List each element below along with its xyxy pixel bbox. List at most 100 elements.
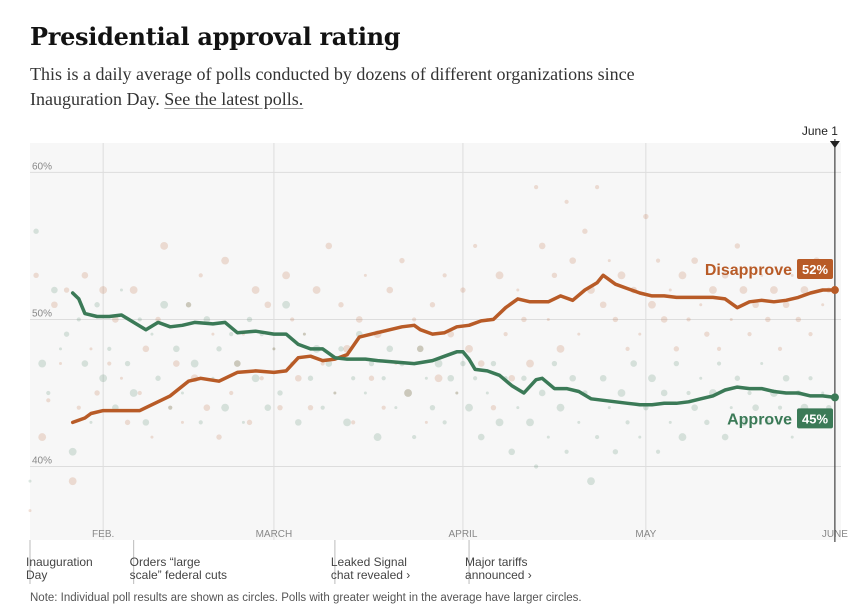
poll-dot [607, 406, 611, 410]
poll-dot [142, 345, 150, 353]
poll-dot [295, 374, 302, 382]
poll-dot [81, 360, 89, 367]
annotation-text: Day [26, 568, 47, 582]
poll-dot [119, 376, 123, 380]
approve-value-label: 45% [802, 411, 828, 426]
poll-dot [363, 273, 367, 277]
poll-dot [648, 300, 656, 309]
poll-dot [716, 346, 722, 351]
poll-dot [782, 374, 790, 382]
average-lines [70, 273, 837, 425]
poll-dot [655, 449, 661, 454]
poll-dot [295, 419, 302, 426]
poll-dot [112, 316, 119, 323]
poll-dot [660, 389, 668, 397]
poll-dot [534, 185, 539, 190]
poll-dot [538, 242, 546, 250]
poll-dot [569, 257, 576, 264]
poll-dot [429, 404, 436, 411]
poll-dot [617, 389, 626, 397]
poll-dot [264, 301, 272, 309]
poll-dot [221, 403, 230, 412]
poll-dot [51, 301, 58, 309]
poll-dot [485, 391, 489, 395]
poll-dot [546, 435, 550, 439]
poll-dot [477, 360, 485, 367]
poll-dot [795, 316, 802, 323]
poll-dot [704, 419, 710, 426]
poll-dot [617, 271, 626, 280]
approve-end-dot [830, 393, 839, 402]
series-end-labels: 52% Disapprove 45% Approve [705, 259, 839, 429]
approval-chart: 40%50%60% FEB. MARCH APRIL MAY JUNE June 1 5… [26, 124, 848, 584]
chart-title: Presidential approval rating [30, 22, 401, 51]
y-tick-label: 50% [32, 308, 52, 319]
poll-dot [594, 185, 600, 190]
poll-dot [821, 391, 825, 395]
poll-dot [495, 418, 504, 427]
poll-dot [770, 286, 778, 294]
poll-dot [564, 199, 569, 204]
poll-dot [198, 420, 203, 425]
poll-dot [599, 301, 607, 309]
poll-dot [320, 405, 325, 410]
poll-dot [246, 316, 253, 323]
poll-dot [142, 419, 150, 426]
poll-dot [216, 434, 222, 440]
poll-dot [241, 420, 245, 424]
poll-dot [577, 420, 581, 424]
poll-dot [168, 405, 173, 410]
annotation-text: scale” federal cuts [130, 568, 227, 582]
poll-dot [312, 286, 321, 294]
poll-dot [625, 420, 630, 425]
poll-dot [221, 256, 230, 265]
poll-dot [190, 359, 199, 368]
poll-dot [333, 391, 337, 395]
poll-dot [394, 406, 398, 410]
poll-dot [94, 302, 100, 308]
poll-dot [203, 316, 211, 323]
poll-dot [790, 273, 794, 277]
poll-dot [582, 228, 588, 234]
current-date-label: June 1 [802, 124, 838, 138]
poll-dot [160, 242, 169, 250]
latest-polls-link[interactable]: See the latest polls. [164, 89, 304, 109]
poll-dot [760, 362, 764, 366]
poll-dot [686, 317, 691, 322]
annotation-text: announced › [465, 568, 532, 582]
poll-dot [155, 316, 161, 323]
poll-dot [137, 390, 142, 396]
poll-dot [412, 434, 417, 440]
poll-dot [729, 317, 733, 321]
poll-dot [203, 404, 211, 411]
poll-dot [447, 374, 455, 382]
poll-dot [747, 332, 752, 337]
poll-dot [447, 330, 455, 338]
poll-dot [477, 433, 485, 441]
poll-dot [564, 449, 569, 454]
poll-dot [442, 420, 447, 425]
poll-dot [302, 332, 306, 336]
poll-dot [251, 286, 260, 294]
poll-dot [709, 286, 717, 294]
poll-dot [668, 420, 672, 424]
poll-dot [76, 405, 81, 410]
poll-dot [119, 288, 123, 292]
poll-dot [107, 346, 112, 351]
poll-dot [673, 346, 680, 352]
poll-dot [465, 403, 473, 412]
poll-dot [546, 317, 550, 321]
poll-dot [185, 302, 192, 308]
poll-dot [526, 359, 534, 368]
poll-dot [424, 376, 428, 380]
poll-dot [760, 273, 764, 277]
y-tick-label: 40% [32, 455, 52, 466]
poll-dot [160, 300, 169, 309]
poll-dot [272, 347, 276, 351]
annotation-text: Inauguration [26, 555, 93, 569]
poll-dot [678, 271, 687, 280]
x-tick-label: FEB. [92, 529, 114, 540]
poll-dot [668, 288, 672, 292]
poll-dot [229, 390, 234, 396]
poll-dot [173, 360, 180, 367]
